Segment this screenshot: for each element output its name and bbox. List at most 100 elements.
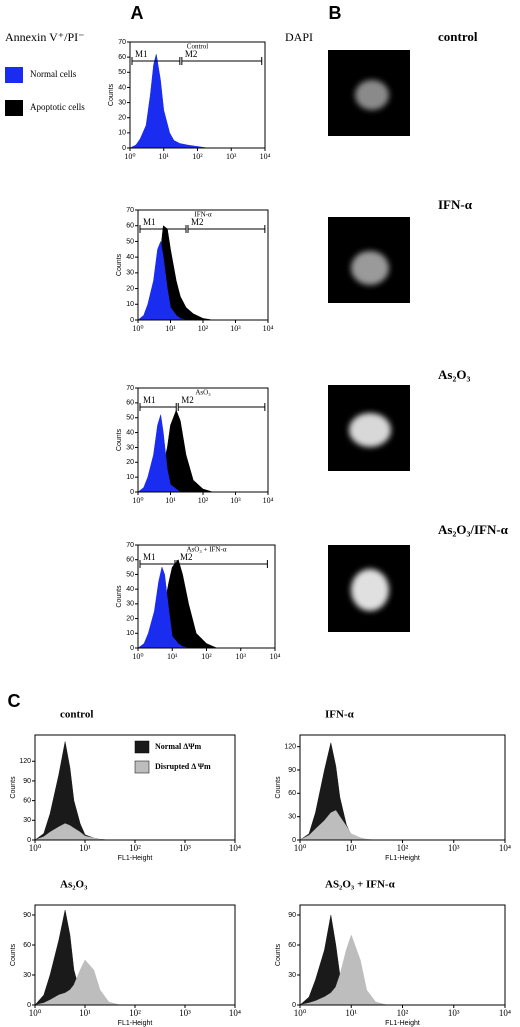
y-tick-label: 40 bbox=[126, 429, 134, 436]
condition-label: As₂O₃/IFN-α bbox=[438, 522, 509, 537]
y-axis-label: Counts bbox=[108, 83, 115, 106]
y-tick-label: 50 bbox=[126, 571, 134, 578]
x-tick-label: 10⁴ bbox=[263, 324, 274, 333]
x-tick-label: 10¹ bbox=[165, 496, 176, 505]
x-tick-label: 10⁴ bbox=[263, 496, 274, 505]
y-tick-label: 30 bbox=[288, 972, 296, 979]
y-tick-label: 50 bbox=[118, 69, 126, 76]
legend-label: Normal ΔΨm bbox=[155, 742, 201, 751]
x-tick-label: 10¹ bbox=[167, 652, 178, 661]
histogram-area bbox=[129, 54, 208, 149]
histogram: 10⁰ 10¹ 10² 10³ 10⁴ 0 10 20 30 40 50 60 70 Counts IFN-… bbox=[116, 207, 274, 333]
y-tick-label: 70 bbox=[126, 542, 134, 549]
histogram: 10⁰ 10¹ 10² 10³ 10⁴ 0 30 60 90 Counts FL1-Height AS… bbox=[275, 879, 511, 1027]
annexin-label: Annexin V⁺/PI⁻ bbox=[5, 30, 84, 44]
histogram-area bbox=[299, 742, 418, 841]
x-tick-label: 10⁰ bbox=[294, 1008, 307, 1018]
x-tick-label: 10⁴ bbox=[260, 152, 271, 161]
x-tick-label: 10³ bbox=[230, 496, 241, 505]
y-tick-label: 0 bbox=[122, 145, 126, 152]
x-axis-label: FL1-Height bbox=[385, 855, 420, 862]
legend-label: Disrupted Δ Ψm bbox=[155, 762, 211, 771]
gate-label: M2 bbox=[185, 49, 198, 59]
y-tick-label: 90 bbox=[288, 912, 296, 919]
x-tick-label: 10² bbox=[397, 843, 409, 853]
y-axis-label: Counts bbox=[10, 943, 17, 966]
x-tick-label: 10³ bbox=[448, 1008, 460, 1018]
y-tick-label: 50 bbox=[126, 238, 134, 245]
y-tick-label: 60 bbox=[23, 797, 31, 804]
y-tick-label: 60 bbox=[126, 557, 134, 564]
y-tick-label: 60 bbox=[288, 942, 296, 949]
legend-label: Apoptotic cells bbox=[30, 102, 85, 112]
x-tick-label: 10² bbox=[201, 652, 212, 661]
x-tick-label: 10⁰ bbox=[132, 652, 143, 661]
dapi-images bbox=[328, 50, 410, 632]
legend-swatch bbox=[134, 760, 150, 774]
x-tick-label: 10¹ bbox=[165, 324, 176, 333]
x-tick-label: 10² bbox=[198, 324, 209, 333]
y-tick-label: 70 bbox=[118, 39, 126, 46]
y-tick-label: 10 bbox=[126, 630, 134, 637]
nucleus bbox=[351, 569, 389, 611]
condition-label: As₂O₃ bbox=[438, 367, 470, 382]
nucleus bbox=[351, 251, 389, 285]
x-tick-label: 10⁴ bbox=[499, 843, 511, 853]
y-tick-label: 0 bbox=[130, 489, 134, 496]
gate-label: M2 bbox=[181, 395, 194, 405]
x-tick-label: 10⁰ bbox=[124, 152, 135, 161]
gate-label: M1 bbox=[143, 395, 156, 405]
x-tick-label: 10⁰ bbox=[294, 843, 307, 853]
y-tick-label: 60 bbox=[23, 942, 31, 949]
x-tick-label: 10⁴ bbox=[499, 1008, 511, 1018]
x-tick-label: 10² bbox=[129, 1008, 141, 1018]
y-tick-label: 40 bbox=[126, 586, 134, 593]
x-tick-label: 10² bbox=[397, 1008, 409, 1018]
x-tick-label: 10⁴ bbox=[229, 843, 241, 853]
x-axis-label: FL1-Height bbox=[385, 1020, 420, 1027]
y-tick-label: 40 bbox=[118, 84, 126, 91]
y-tick-label: 20 bbox=[126, 285, 134, 292]
histogram: 10⁰ 10¹ 10² 10³ 10⁴ 0 10 20 30 40 50 60 70 Counts Cont… bbox=[108, 39, 271, 161]
x-tick-label: 10² bbox=[192, 152, 203, 161]
y-tick-label: 10 bbox=[126, 474, 134, 481]
x-axis-label: FL1-Height bbox=[118, 855, 153, 862]
panel-label: C bbox=[8, 691, 21, 711]
gate-label: M2 bbox=[180, 552, 193, 562]
x-tick-label: 10⁰ bbox=[132, 324, 143, 333]
y-tick-label: 20 bbox=[118, 115, 126, 122]
y-tick-label: 90 bbox=[23, 912, 31, 919]
x-tick-label: 10³ bbox=[179, 1008, 191, 1018]
x-tick-label: 10³ bbox=[226, 152, 237, 161]
y-tick-label: 30 bbox=[23, 972, 31, 979]
y-tick-label: 0 bbox=[292, 1002, 296, 1009]
y-tick-label: 60 bbox=[126, 223, 134, 230]
y-tick-label: 0 bbox=[27, 837, 31, 844]
y-tick-label: 20 bbox=[126, 615, 134, 622]
y-tick-label: 60 bbox=[288, 790, 296, 797]
legend-swatch bbox=[134, 740, 150, 754]
x-tick-label: 10³ bbox=[448, 843, 460, 853]
legend-swatch bbox=[5, 100, 23, 116]
x-tick-label: 10⁰ bbox=[132, 496, 143, 505]
panel-label: B bbox=[329, 3, 342, 23]
chart-title: IFN-α bbox=[325, 709, 355, 721]
y-axis-label: Counts bbox=[275, 776, 282, 799]
gate-label: M1 bbox=[143, 552, 156, 562]
y-tick-label: 30 bbox=[126, 270, 134, 277]
gate-label: M1 bbox=[143, 217, 156, 227]
histogram: 10⁰ 10¹ 10² 10³ 10⁴ 0 30 60 90 Counts FL1-Height As… bbox=[10, 879, 241, 1027]
y-tick-label: 120 bbox=[284, 744, 296, 751]
nucleus bbox=[355, 80, 389, 110]
y-tick-label: 10 bbox=[126, 301, 134, 308]
y-tick-label: 10 bbox=[118, 130, 126, 137]
y-tick-label: 30 bbox=[118, 99, 126, 106]
y-tick-label: 40 bbox=[126, 254, 134, 261]
y-tick-label: 0 bbox=[292, 837, 296, 844]
y-tick-label: 30 bbox=[126, 444, 134, 451]
y-tick-label: 0 bbox=[130, 317, 134, 324]
x-tick-label: 10³ bbox=[179, 843, 191, 853]
y-tick-label: 90 bbox=[288, 767, 296, 774]
x-tick-label: 10¹ bbox=[79, 843, 91, 853]
